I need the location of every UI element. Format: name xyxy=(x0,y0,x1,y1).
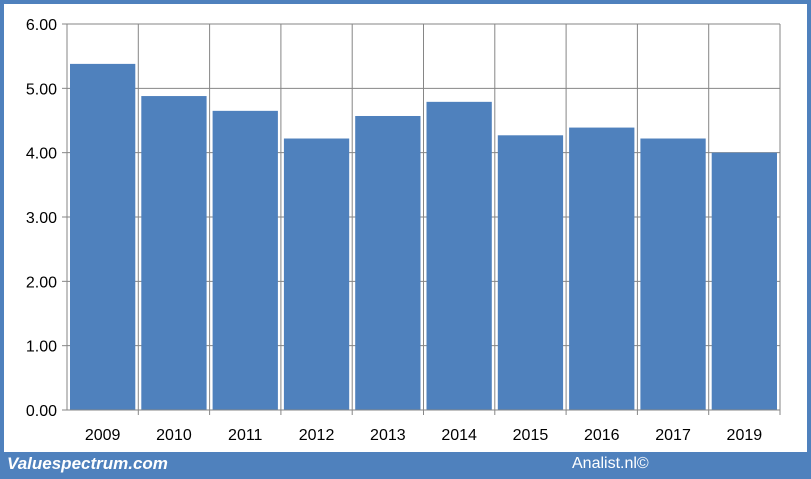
credit-label: Analist.nl© xyxy=(572,455,649,472)
bar-2014 xyxy=(426,101,492,411)
y-tick-label: 3.00 xyxy=(26,210,57,227)
bar-2011 xyxy=(212,110,278,410)
x-tick-label: 2014 xyxy=(441,427,477,444)
bar-2019 xyxy=(711,152,777,410)
y-tick-label: 5.00 xyxy=(26,81,57,98)
bar-2015 xyxy=(497,135,564,410)
x-tick-label: 2013 xyxy=(370,427,406,444)
x-tick-label: 2019 xyxy=(727,427,763,444)
brand-label: Valuespectrum.com xyxy=(7,454,168,473)
x-tick-label: 2016 xyxy=(584,427,620,444)
x-tick-label: 2009 xyxy=(85,427,121,444)
bar-2013 xyxy=(355,115,421,410)
y-tick-labels: 0.00 1.00 2.00 3.00 4.00 5.00 6.00 xyxy=(26,17,67,420)
bar-2016 xyxy=(569,127,635,411)
bars xyxy=(70,63,777,411)
x-tick-labels: 2009 2010 2011 2012 2013 2014 2015 2016 2017 2019 xyxy=(85,410,781,444)
bar-2009 xyxy=(70,63,136,411)
y-tick-label: 4.00 xyxy=(26,146,57,163)
bar-2012 xyxy=(283,138,350,410)
y-tick-label: 2.00 xyxy=(26,274,57,291)
bar-2017 xyxy=(640,138,706,410)
bar-2010 xyxy=(141,96,207,410)
y-tick-label: 1.00 xyxy=(26,339,57,356)
y-tick-label: 6.00 xyxy=(26,17,57,34)
x-tick-label: 2017 xyxy=(655,427,691,444)
footer-bar xyxy=(0,452,811,479)
x-tick-label: 2010 xyxy=(156,427,192,444)
y-tick-label: 0.00 xyxy=(26,403,57,420)
x-tick-label: 2012 xyxy=(299,427,335,444)
x-tick-label: 2011 xyxy=(228,427,263,444)
x-tick-label: 2015 xyxy=(513,427,549,444)
